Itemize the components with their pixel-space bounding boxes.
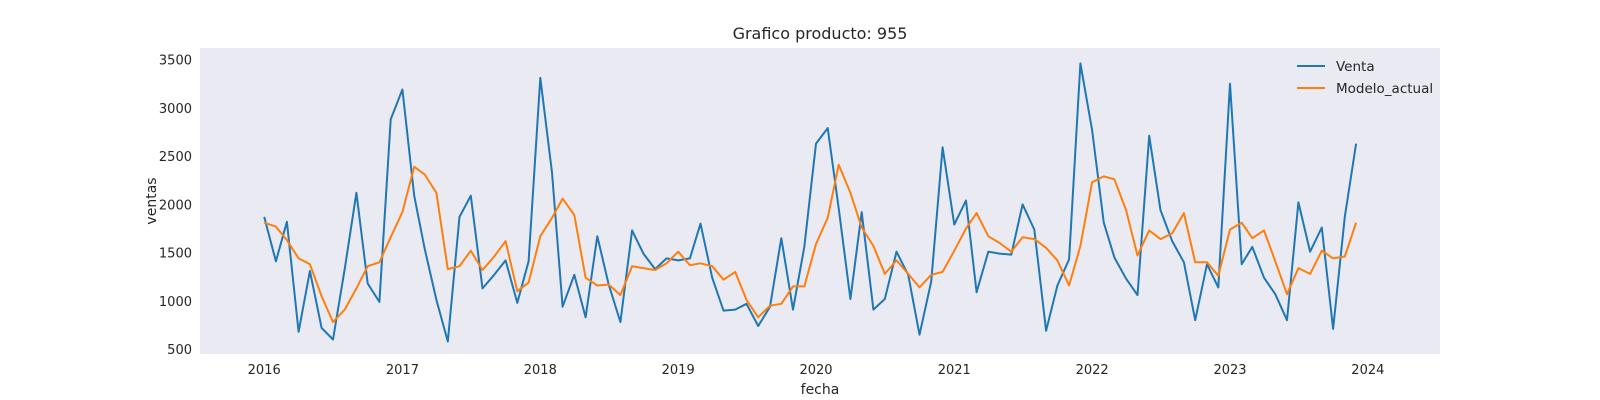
x-tick-label: 2020: [799, 363, 832, 378]
y-axis-label: ventas: [144, 177, 160, 224]
legend-label-modelo-actual: Modelo_actual: [1336, 81, 1433, 97]
series-line-venta: [263, 62, 1358, 343]
x-tick-label: 2022: [1076, 363, 1109, 378]
y-tick-label: 500: [167, 343, 192, 358]
y-tick-label: 1500: [159, 247, 192, 262]
x-axis-ticks: 2016 2017 2018 2019 2020 2021 2022 2023 2024: [248, 363, 1385, 378]
x-tick-label: 2018: [524, 363, 557, 378]
x-tick-label: 2017: [386, 363, 419, 378]
y-tick-label: 3500: [159, 54, 192, 69]
y-tick-label: 1000: [159, 295, 192, 310]
chart-title: Grafico producto: 955: [733, 24, 908, 43]
series-line-modelo-actual: [263, 163, 1358, 324]
legend: Venta Modelo_actual: [1297, 59, 1433, 97]
x-tick-label: 2016: [248, 363, 281, 378]
y-axis-ticks: 500 1000 1500 2000 2500 3000 3500: [159, 54, 192, 359]
x-axis-label: fecha: [801, 382, 840, 398]
x-tick-label: 2019: [662, 363, 695, 378]
legend-label-venta: Venta: [1336, 59, 1375, 75]
y-tick-label: 3000: [159, 102, 192, 117]
series-layer: [263, 62, 1358, 343]
plot-background: [200, 48, 1440, 354]
x-tick-label: 2024: [1351, 363, 1384, 378]
y-tick-label: 2500: [159, 150, 192, 165]
x-tick-label: 2021: [938, 363, 971, 378]
x-tick-label: 2023: [1213, 363, 1246, 378]
y-tick-label: 2000: [159, 198, 192, 213]
